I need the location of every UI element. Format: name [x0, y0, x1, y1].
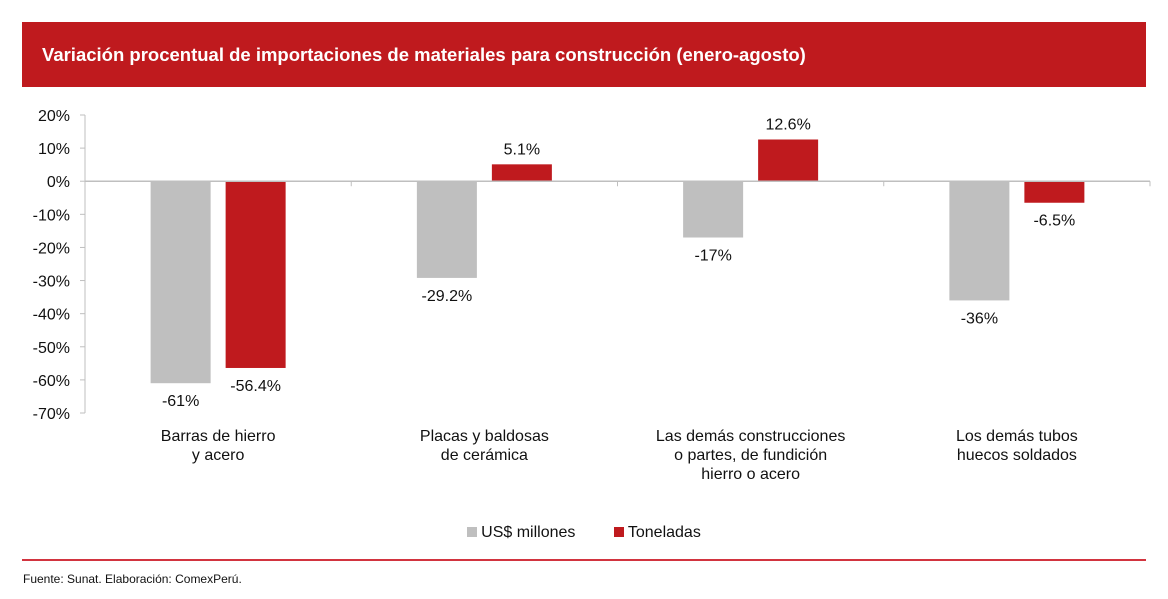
source-note: Fuente: Sunat. Elaboración: ComexPerú. — [23, 572, 242, 586]
bar-usd — [683, 181, 744, 238]
legend-item-usd: US$ millones — [467, 524, 575, 542]
data-label: -56.4% — [230, 378, 281, 395]
y-tick-label: -60% — [33, 373, 70, 390]
data-label: -36% — [961, 310, 998, 327]
legend-label-tons: Toneladas — [627, 524, 701, 541]
category-label-line: Los demás tubos — [956, 428, 1078, 445]
legend-swatch-tons — [613, 527, 624, 537]
data-label: 12.6% — [765, 117, 810, 134]
category-label-line: o partes, de fundición — [674, 447, 827, 464]
bar-tons — [225, 181, 286, 368]
category-label-line: de cerámica — [441, 447, 528, 464]
category-label-line: huecos soldados — [957, 447, 1077, 464]
category-label-line: y acero — [192, 447, 245, 464]
y-tick-label: 0% — [47, 174, 70, 191]
bar-usd — [150, 181, 211, 384]
y-tick-label: 10% — [38, 141, 70, 158]
category-label-line: Barras de hierro — [161, 428, 276, 445]
category-label: Los demás tubos huecos soldados — [956, 428, 1078, 464]
category-label-line: hierro o acero — [701, 466, 800, 483]
legend-swatch-usd — [467, 527, 478, 537]
data-label: -6.5% — [1033, 213, 1075, 230]
y-tick-label: -70% — [33, 406, 70, 423]
y-tick-label: -20% — [33, 240, 70, 257]
bar-tons — [491, 164, 552, 182]
category-label-line: Las demás construcciones — [656, 428, 845, 445]
category-label: Placas y baldosas de cerámica — [420, 428, 549, 464]
category-label-line: Placas y baldosas — [420, 428, 549, 445]
category-label: Las demás construcciones o partes, de fun… — [656, 428, 845, 483]
legend-item-tons: Toneladas — [613, 524, 701, 542]
category-label: Barras de hierro y acero — [161, 428, 276, 464]
bar-usd — [416, 181, 477, 278]
data-label: -29.2% — [422, 288, 473, 305]
y-tick-label: -40% — [33, 307, 70, 324]
bar-chart: 20% 10% 0% -10% -20% -30% -40% -50% -60% -70% -61%… — [33, 108, 1151, 483]
y-tick-label: 20% — [38, 108, 70, 125]
y-tick-label: -30% — [33, 274, 70, 291]
y-tick-label: -10% — [33, 207, 70, 224]
data-label: -17% — [694, 248, 731, 265]
footer-rule — [22, 559, 1146, 561]
data-label: -61% — [162, 393, 199, 410]
bar-tons — [758, 139, 819, 182]
legend: US$ millones Toneladas — [0, 524, 1168, 542]
bar-tons — [1024, 181, 1085, 203]
bar-usd — [949, 181, 1010, 301]
chart-header: Variación procentual de importaciones de… — [22, 22, 1146, 87]
data-label: 5.1% — [504, 141, 540, 158]
chart-title: Variación procentual de importaciones de… — [42, 44, 806, 65]
legend-label-usd: US$ millones — [481, 524, 576, 541]
y-tick-label: -50% — [33, 340, 70, 357]
